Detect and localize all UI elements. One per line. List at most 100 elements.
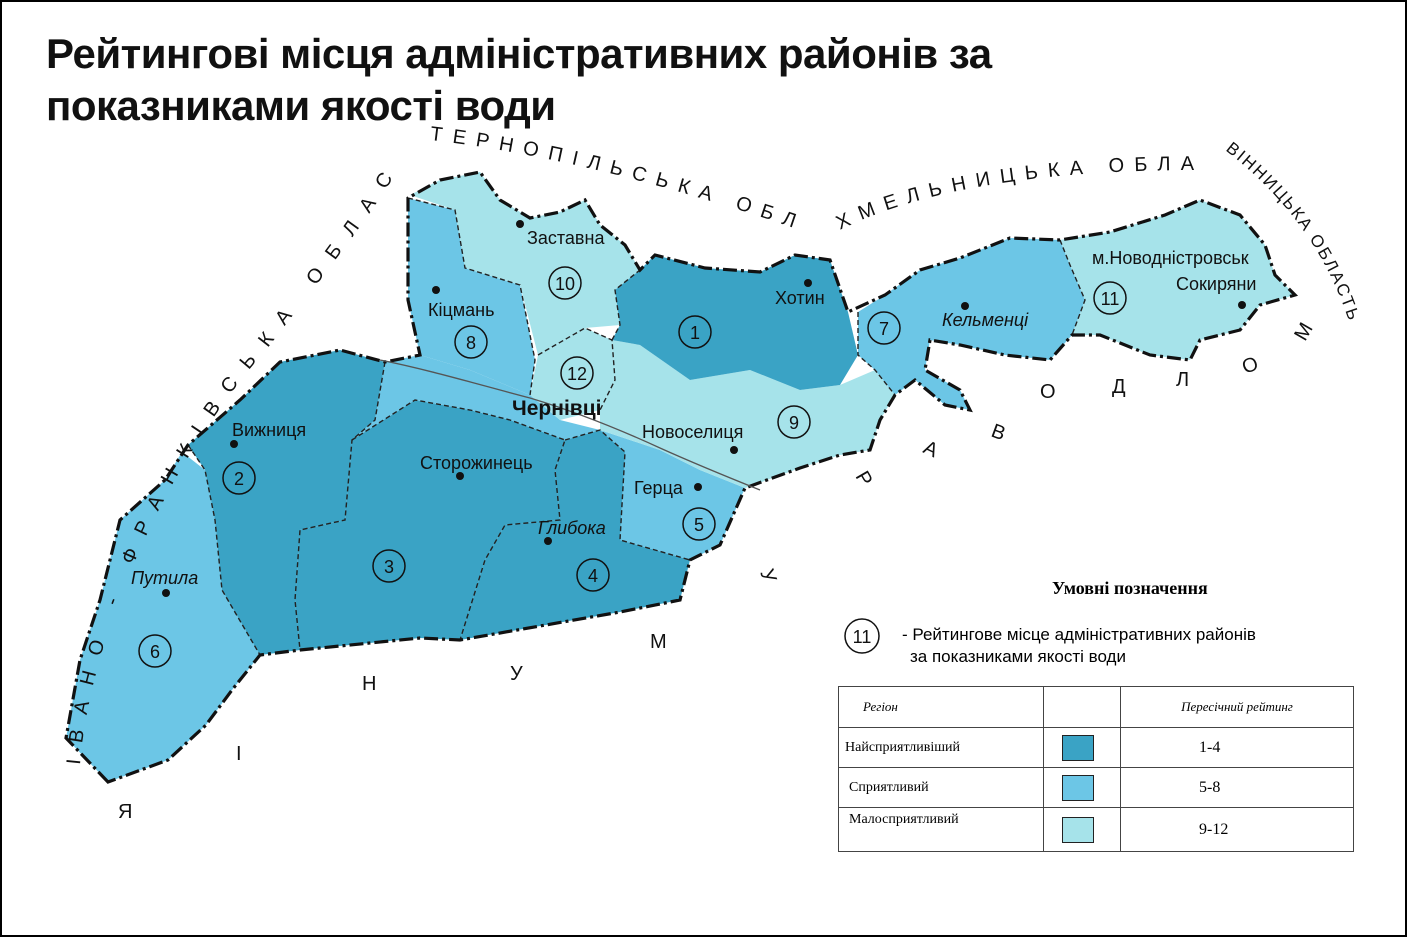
moldova-letter: Л	[1176, 369, 1189, 391]
legend-row: Найсприятливіший 1-4	[838, 727, 1354, 768]
rank-11: 11	[1101, 289, 1120, 309]
label-khmelnytsk: ХМЕЛЬНИЦЬКА ОБЛАСТЬ	[0, 0, 1204, 234]
legend-note: - Рейтингове місце адміністративних райо…	[902, 624, 1322, 668]
legend-swatch-less	[1062, 816, 1094, 843]
district-8-area[interactable]	[408, 198, 535, 395]
legend-note-line-2: за показниками якості води	[910, 647, 1126, 666]
district-12-area[interactable]	[530, 328, 615, 420]
district-10-area[interactable]	[410, 172, 640, 355]
district-6-area[interactable]	[66, 452, 260, 782]
rank-circle-3	[372, 549, 406, 583]
legend-row-label: Малосприятливий	[838, 807, 1044, 852]
rank-circle-6	[138, 634, 172, 668]
moldova-letter: Д	[1112, 376, 1126, 398]
district-1-area[interactable]	[612, 255, 858, 390]
district-2-area[interactable]	[188, 350, 385, 655]
legend-row-range: 5-8	[1120, 767, 1354, 808]
legend-col-region: Регіон	[838, 686, 1044, 728]
moldova-letter: М	[1290, 319, 1317, 344]
rank-circle-11	[1093, 281, 1127, 315]
town-putyla: Путила	[131, 568, 198, 588]
rank-circle-12	[560, 356, 594, 390]
town-dot-kelmentsi	[961, 302, 969, 310]
town-novodnistrovsk: м.Новодністровськ	[1092, 248, 1249, 268]
town-dot-kitsman	[432, 286, 440, 294]
rank-markers: 10 8 1 7 11 12 9 2 5 3 4 6	[138, 266, 1127, 668]
town-sokyriany: Сокиряни	[1176, 274, 1257, 294]
rank-circle-1	[678, 315, 712, 349]
town-hlyboka: Глибока	[538, 518, 606, 538]
town-hertsa: Герца	[634, 478, 684, 498]
rank-5: 5	[694, 515, 704, 535]
district-9-area[interactable]	[600, 340, 895, 488]
town-dot-zastavna	[516, 220, 524, 228]
river-dniester	[379, 359, 761, 491]
district-5-area[interactable]	[600, 430, 745, 560]
legend-row-swatch-cell	[1043, 727, 1121, 768]
rank-1: 1	[690, 323, 700, 343]
district-11-area[interactable]	[1060, 200, 1295, 360]
rank-6: 6	[150, 642, 160, 662]
map-title: Рейтингові місця адміністративних районі…	[46, 30, 992, 129]
district-boundaries	[187, 197, 1086, 656]
district-7-area[interactable]	[858, 238, 1085, 410]
district-3-area[interactable]	[295, 400, 565, 650]
moldova-letter: О	[1040, 381, 1056, 403]
town-dot-storozhynets	[456, 472, 464, 480]
rank-8: 8	[466, 333, 476, 353]
town-novoselytsia: Новоселиця	[642, 422, 743, 442]
town-dot-novoselytsia	[730, 446, 738, 454]
label-ternopil: ТЕРНОПІЛЬСЬКА ОБЛАСТЬ	[0, 0, 808, 236]
legend-header-row: Регіон Пересічний рейтинг	[838, 686, 1354, 728]
rank-circle-8	[454, 325, 488, 359]
town-dot-putyla	[162, 589, 170, 597]
legend-row-swatch-cell	[1043, 767, 1121, 808]
town-vyzhnytsia: Вижниця	[232, 420, 306, 440]
town-storozhynets: Сторожинець	[420, 453, 533, 473]
legend-col-swatch	[1043, 686, 1121, 728]
town-dot-hertsa	[694, 483, 702, 491]
romania-letter: Р	[851, 468, 877, 491]
town-dot-sokyriany	[1238, 301, 1246, 309]
town-kelmentsi: Кельменці	[942, 310, 1029, 330]
romania-letter: Н	[362, 673, 376, 695]
town-dot-hlyboka	[544, 537, 552, 545]
rank-9: 9	[789, 413, 799, 433]
legend-title: Умовні позначення	[1052, 578, 1208, 598]
town-zastavna: Заставна	[527, 228, 605, 248]
legend-row: Малосприятливий 9-12	[838, 807, 1354, 852]
rank-circle-9	[777, 405, 811, 439]
legend-symbol-number: 11	[853, 627, 872, 647]
moldova-letter: А	[920, 437, 942, 463]
romania-letter: І	[236, 743, 242, 765]
legend-row-range: 1-4	[1120, 727, 1354, 768]
rank-circle-2	[222, 461, 256, 495]
town-labels: Заставна Кіцмань Хотин Кельменці м.Новод…	[131, 220, 1257, 597]
romania-letter: У	[755, 566, 780, 586]
legend-symbol-circle	[844, 618, 880, 654]
legend-note-line-1: - Рейтингове місце адміністративних райо…	[902, 625, 1256, 644]
legend-row: Сприятливий 5-8	[838, 767, 1354, 808]
legend-row-label: Найсприятливіший	[838, 727, 1044, 768]
rank-12: 12	[567, 364, 587, 384]
romania-letter: М	[650, 631, 667, 653]
city-chernivtsi: Чернівці	[512, 397, 601, 420]
town-dot-vyzhnytsia	[230, 440, 238, 448]
romania-letter: Я	[118, 801, 132, 823]
legend-row-swatch-cell	[1043, 807, 1121, 852]
legend-table: Регіон Пересічний рейтинг Найсприятливіш…	[838, 686, 1354, 852]
rank-7: 7	[879, 319, 889, 339]
rank-3: 3	[384, 557, 394, 577]
rank-2: 2	[234, 469, 244, 489]
legend-swatch-favorable	[1062, 774, 1094, 801]
legend-col-rating: Пересічний рейтинг	[1120, 686, 1354, 728]
town-kitsman: Кіцмань	[428, 300, 495, 320]
district-4-area[interactable]	[460, 430, 690, 640]
rank-10: 10	[555, 274, 575, 294]
rank-circle-7	[867, 311, 901, 345]
legend-swatch-most	[1062, 734, 1094, 761]
town-dot-khotyn	[804, 279, 812, 287]
romania-letter: У	[510, 663, 523, 685]
